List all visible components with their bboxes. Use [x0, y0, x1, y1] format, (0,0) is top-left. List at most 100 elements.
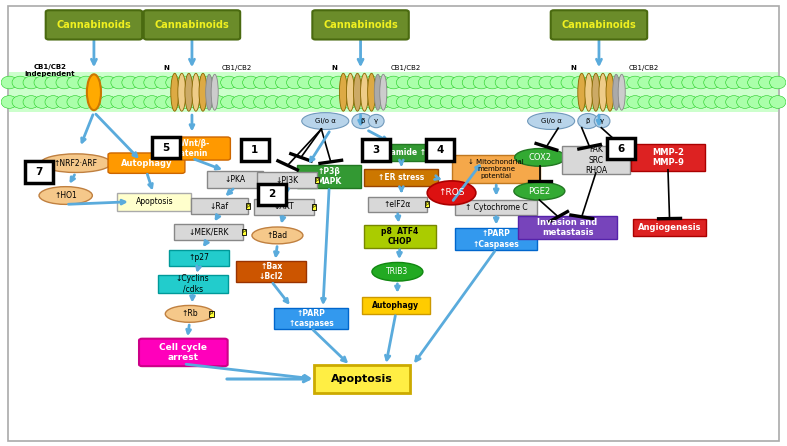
Ellipse shape: [220, 76, 237, 89]
Ellipse shape: [484, 95, 501, 108]
Ellipse shape: [550, 76, 567, 89]
Ellipse shape: [368, 115, 384, 128]
Ellipse shape: [592, 73, 600, 111]
FancyBboxPatch shape: [139, 339, 227, 366]
Ellipse shape: [242, 76, 259, 89]
Ellipse shape: [397, 95, 412, 108]
Ellipse shape: [199, 73, 207, 111]
Text: Cannabinoids: Cannabinoids: [154, 20, 229, 30]
Ellipse shape: [605, 95, 621, 108]
Ellipse shape: [211, 74, 218, 110]
FancyBboxPatch shape: [191, 198, 248, 214]
FancyBboxPatch shape: [258, 184, 286, 205]
Text: CB1/CB2: CB1/CB2: [629, 65, 659, 71]
FancyBboxPatch shape: [153, 137, 231, 160]
Ellipse shape: [177, 95, 193, 108]
Ellipse shape: [506, 76, 523, 89]
FancyBboxPatch shape: [254, 198, 313, 215]
FancyBboxPatch shape: [364, 144, 438, 161]
Ellipse shape: [41, 154, 111, 173]
Ellipse shape: [693, 95, 709, 108]
Ellipse shape: [1, 95, 17, 108]
Ellipse shape: [252, 227, 303, 244]
Ellipse shape: [346, 73, 354, 111]
Ellipse shape: [770, 76, 786, 89]
Text: PGE2: PGE2: [528, 186, 550, 196]
Ellipse shape: [616, 76, 632, 89]
Ellipse shape: [78, 95, 94, 108]
Ellipse shape: [618, 74, 625, 110]
Ellipse shape: [34, 76, 50, 89]
Ellipse shape: [309, 95, 325, 108]
Ellipse shape: [660, 95, 676, 108]
Text: Autophagy: Autophagy: [120, 159, 172, 168]
Ellipse shape: [242, 95, 259, 108]
Ellipse shape: [39, 187, 92, 204]
Ellipse shape: [451, 76, 467, 89]
Ellipse shape: [375, 76, 390, 89]
Text: Invasion and
metastasis: Invasion and metastasis: [538, 218, 597, 237]
Text: P: P: [426, 202, 429, 207]
Text: ↓PI3K: ↓PI3K: [275, 176, 298, 185]
Ellipse shape: [484, 76, 501, 89]
Text: ↑HO1: ↑HO1: [54, 191, 77, 200]
Ellipse shape: [527, 113, 575, 129]
Ellipse shape: [748, 95, 764, 108]
Ellipse shape: [45, 95, 61, 108]
Ellipse shape: [67, 95, 83, 108]
Ellipse shape: [155, 76, 171, 89]
Ellipse shape: [440, 76, 456, 89]
FancyBboxPatch shape: [562, 146, 630, 174]
Ellipse shape: [87, 74, 101, 110]
Ellipse shape: [517, 95, 534, 108]
FancyBboxPatch shape: [158, 275, 227, 293]
Text: β: β: [586, 118, 590, 124]
Text: Cannabinoids: Cannabinoids: [323, 20, 398, 30]
Ellipse shape: [178, 73, 186, 111]
Text: 5: 5: [162, 143, 170, 153]
Ellipse shape: [12, 95, 28, 108]
Ellipse shape: [1, 76, 17, 89]
Ellipse shape: [613, 74, 619, 110]
FancyBboxPatch shape: [312, 10, 408, 40]
FancyBboxPatch shape: [362, 139, 390, 161]
Ellipse shape: [759, 95, 775, 108]
Ellipse shape: [514, 182, 565, 200]
Text: ↑eIF2α: ↑eIF2α: [384, 200, 411, 209]
Ellipse shape: [408, 95, 423, 108]
Ellipse shape: [386, 76, 401, 89]
Ellipse shape: [188, 76, 204, 89]
Ellipse shape: [429, 95, 445, 108]
Ellipse shape: [737, 76, 753, 89]
Ellipse shape: [320, 76, 336, 89]
Text: ↑ Cytochrome C: ↑ Cytochrome C: [465, 202, 527, 211]
Ellipse shape: [671, 95, 687, 108]
Ellipse shape: [770, 95, 786, 108]
Ellipse shape: [616, 95, 632, 108]
Text: P: P: [210, 311, 213, 316]
Ellipse shape: [704, 76, 720, 89]
Text: FAK
SRC
RHOA: FAK SRC RHOA: [585, 145, 607, 175]
Text: CB1/CB2: CB1/CB2: [390, 65, 420, 71]
Text: ↓MEK/ERK: ↓MEK/ERK: [188, 227, 229, 236]
Ellipse shape: [297, 95, 314, 108]
Ellipse shape: [166, 95, 182, 108]
Text: γ: γ: [374, 118, 379, 124]
Text: ↑ROS: ↑ROS: [438, 188, 465, 198]
Ellipse shape: [364, 76, 379, 89]
Ellipse shape: [331, 95, 347, 108]
Ellipse shape: [144, 76, 160, 89]
Ellipse shape: [177, 76, 193, 89]
Ellipse shape: [275, 95, 292, 108]
Ellipse shape: [473, 95, 490, 108]
Ellipse shape: [353, 73, 361, 111]
Text: Angiogenesis: Angiogenesis: [637, 223, 701, 232]
Text: N: N: [570, 65, 576, 71]
FancyBboxPatch shape: [607, 138, 635, 159]
Ellipse shape: [572, 76, 589, 89]
Ellipse shape: [583, 95, 599, 108]
Ellipse shape: [440, 95, 456, 108]
Text: MMP-2
MMP-9: MMP-2 MMP-9: [652, 148, 684, 167]
Ellipse shape: [342, 76, 358, 89]
Ellipse shape: [627, 95, 643, 108]
